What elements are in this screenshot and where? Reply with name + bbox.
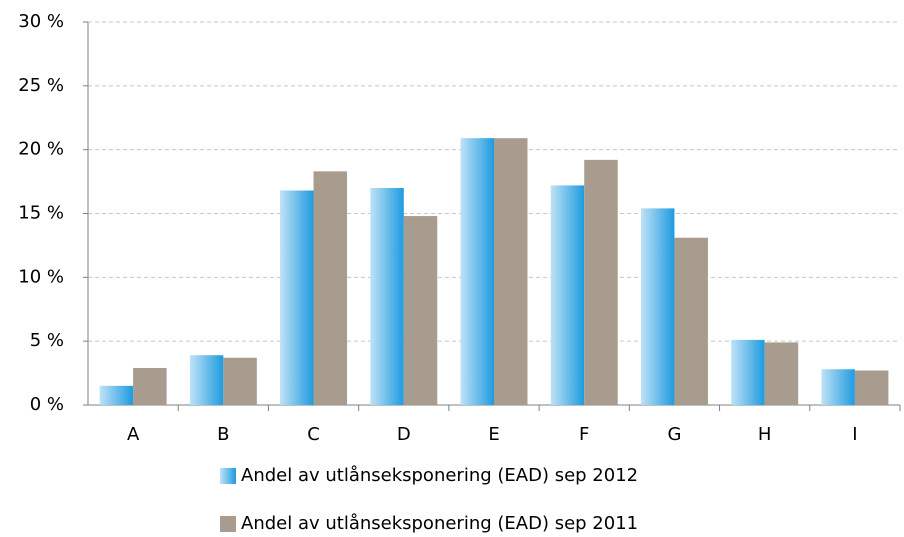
bar: [764, 342, 799, 405]
legend-label: Andel av utlånseksponering (EAD) sep 201…: [241, 513, 638, 534]
x-tick-label: E: [488, 424, 499, 445]
x-tick-label: B: [217, 424, 229, 445]
x-tick-label: G: [667, 424, 681, 445]
bar: [584, 159, 618, 405]
y-tick-label: 30 %: [18, 11, 64, 32]
bar: [731, 339, 765, 405]
y-tick-label: 25 %: [18, 75, 64, 96]
x-tick-label: H: [758, 424, 772, 445]
bar: [403, 216, 438, 405]
bar: [674, 237, 708, 405]
bar: [133, 367, 167, 405]
legend-swatch: [220, 516, 236, 532]
bar: [494, 138, 528, 405]
bar: [189, 355, 224, 405]
bar: [640, 208, 675, 405]
bar: [370, 187, 404, 405]
y-tick-label: 0 %: [30, 394, 64, 415]
x-tick-label: C: [307, 424, 320, 445]
x-tick-label: D: [397, 424, 411, 445]
legend-swatch: [220, 468, 236, 484]
x-tick-label: I: [852, 424, 857, 445]
y-tick-label: 10 %: [18, 266, 64, 287]
legend-label: Andel av utlånseksponering (EAD) sep 201…: [241, 465, 638, 486]
bar: [99, 385, 134, 405]
bar: [223, 357, 257, 405]
bar: [550, 185, 585, 405]
y-tick-label: 15 %: [18, 203, 64, 224]
bar: [313, 171, 348, 405]
bar: [821, 369, 855, 405]
y-tick-label: 20 %: [18, 139, 64, 160]
x-tick-label: A: [127, 424, 140, 445]
x-tick-label: F: [579, 424, 589, 445]
y-tick-label: 5 %: [30, 330, 64, 351]
bar: [854, 370, 889, 405]
bar: [460, 138, 494, 405]
bar: [280, 190, 314, 405]
